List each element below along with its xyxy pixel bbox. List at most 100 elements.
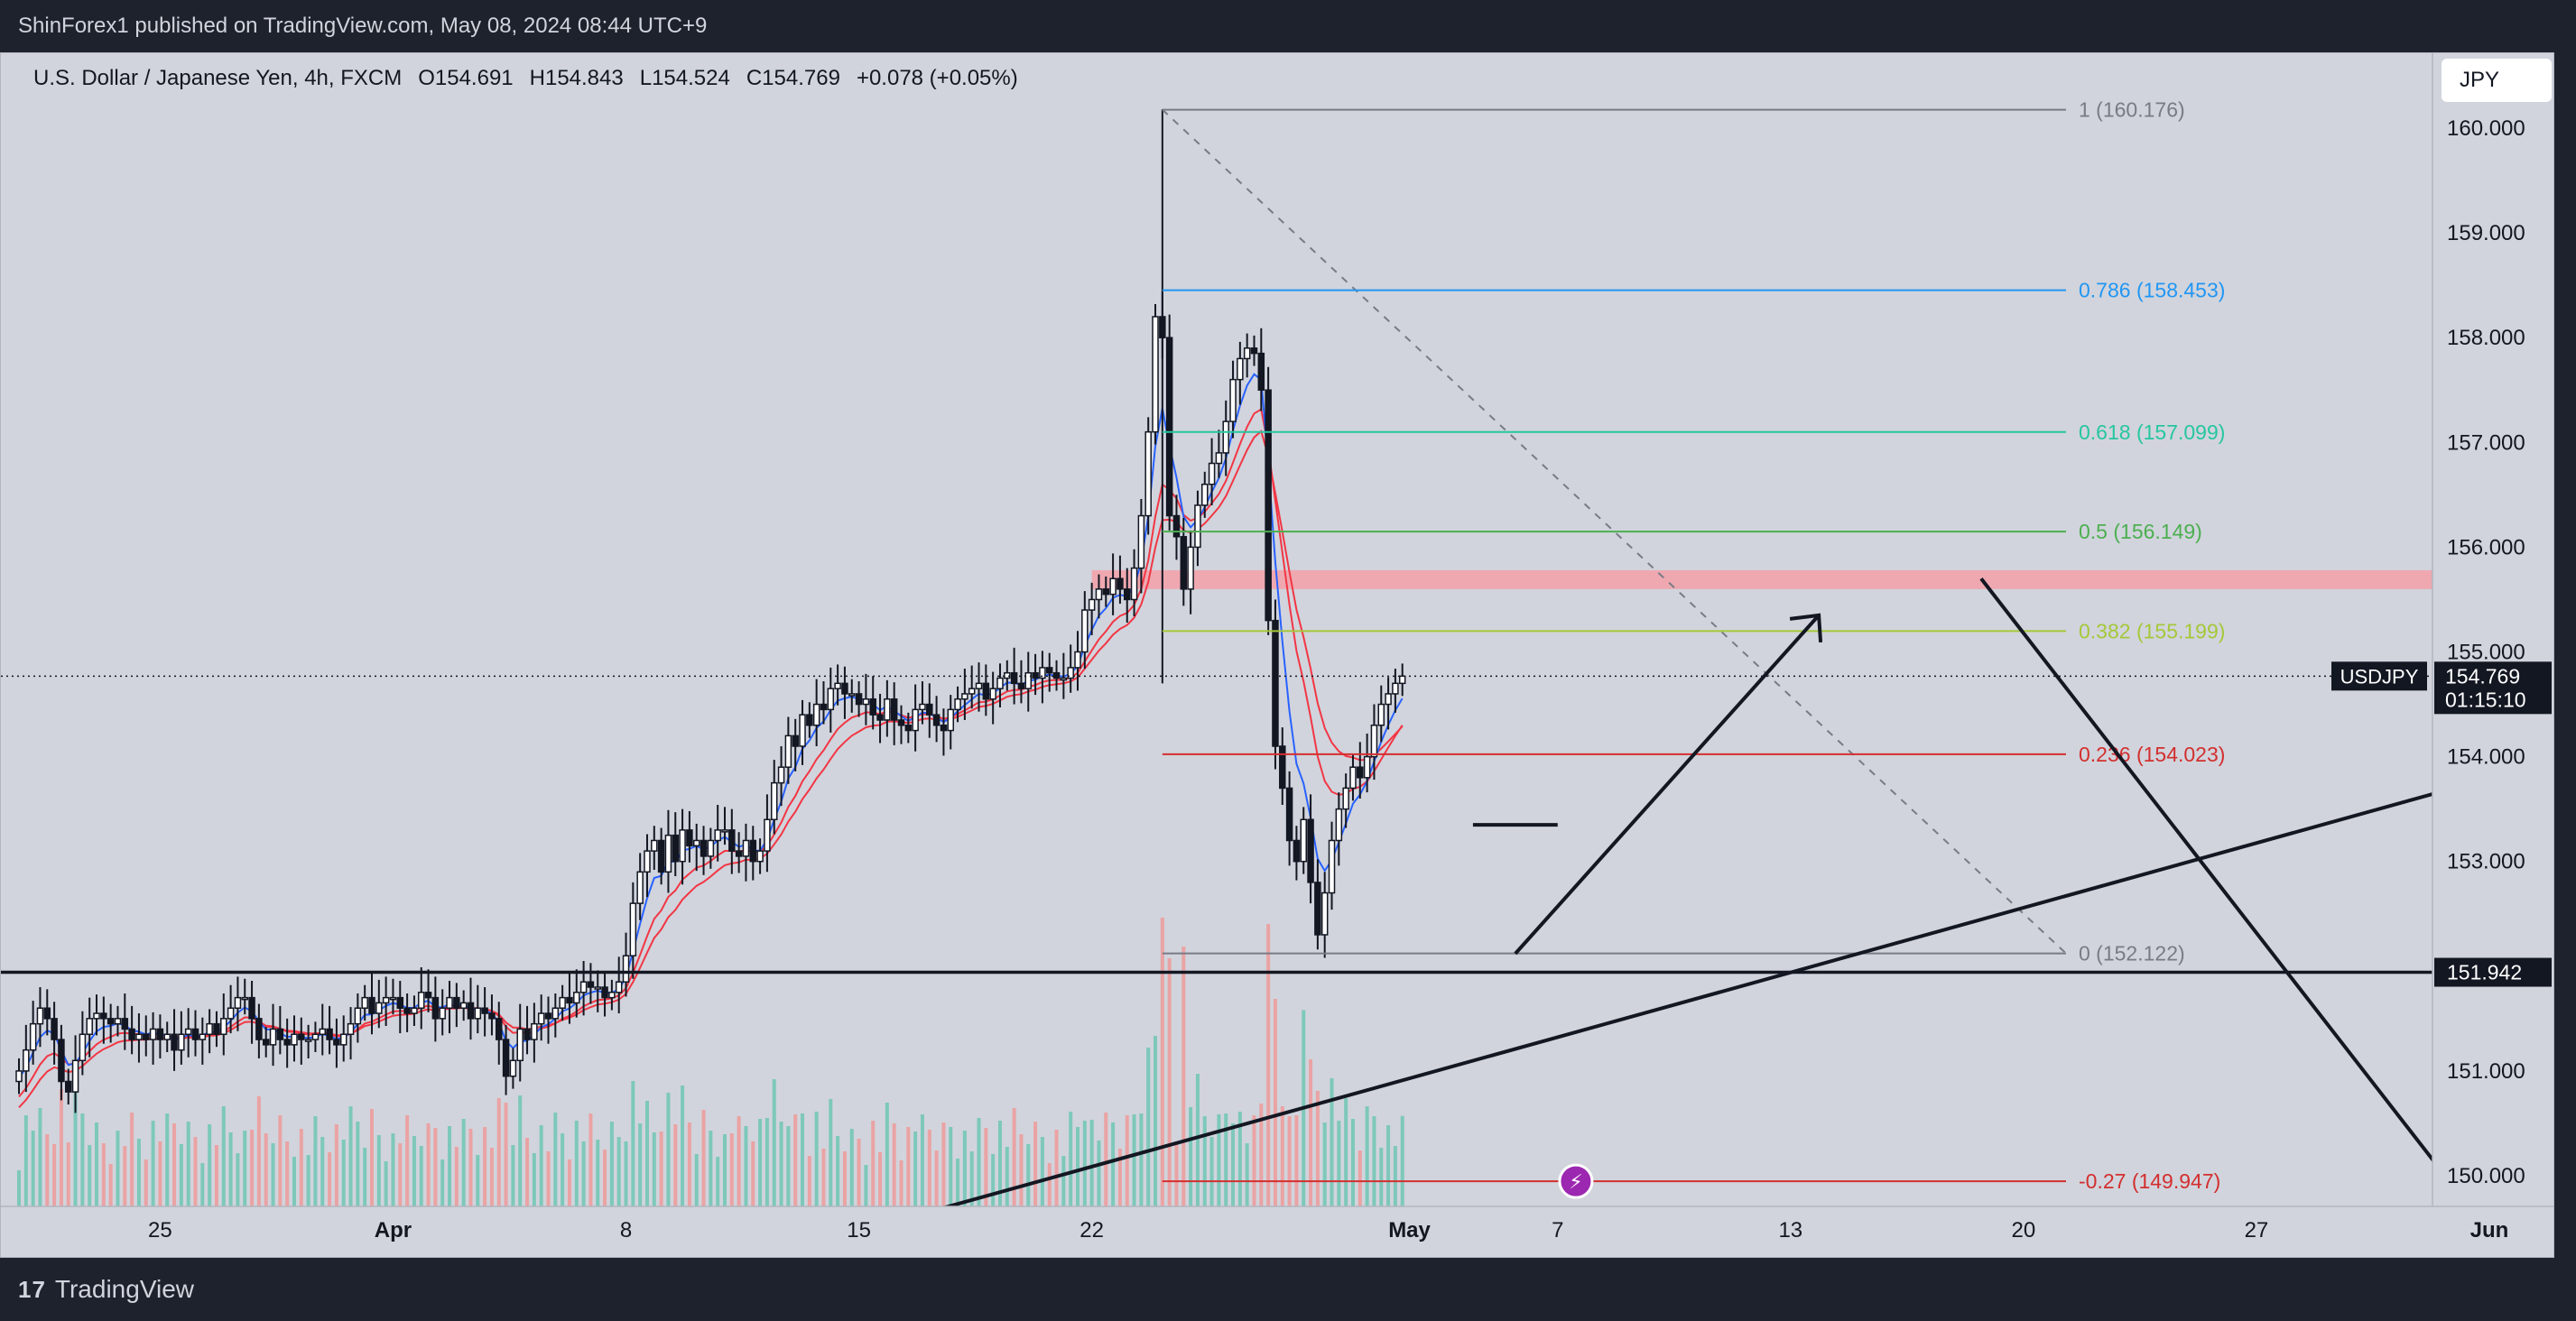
candle-body [1180,536,1188,590]
volume-bar [38,1108,42,1206]
volume-bar [878,1152,883,1206]
volume-bar [934,1150,939,1206]
volume-bar [66,1142,70,1206]
volume-bar [906,1127,911,1206]
tradingview-logo-icon[interactable]: 17 [18,1275,46,1303]
candle-body [812,703,820,726]
volume-bar [567,1159,571,1206]
chart-frame[interactable]: 1 (160.176) 0.786 (158.453) 0.618 (157.099… [0,52,2554,1258]
plot-area: 1 (160.176) 0.786 (158.453) 0.618 (157.099… [1,98,2432,1206]
volume-bar [737,1116,741,1206]
candle-body [573,992,580,1004]
volume-bar [328,1152,332,1206]
candle-body [36,1007,44,1025]
candle-body [1067,667,1074,679]
publisher-bar: ShinForex1 published on TradingView.com,… [0,0,2576,52]
currency-button[interactable]: JPY [2442,59,2552,102]
volume-bar [616,1137,621,1206]
candle-body [1398,675,1406,685]
volume-bar [1322,1122,1327,1206]
volume-bar [278,1115,283,1206]
candle-body [1152,316,1159,433]
candle-body [954,697,961,711]
time-tick-label: 25 [148,1218,172,1242]
candle-body [248,996,255,1020]
volume-bar [1097,1141,1101,1206]
legend-symbol: U.S. Dollar / Japanese Yen, 4h, FXCM [33,66,403,90]
candle-body [664,834,672,873]
candle-body [1300,818,1307,863]
volume-bar [52,1144,57,1206]
candle-body [961,693,968,700]
volume-bar [489,1148,494,1206]
candle-body [1357,766,1364,779]
volume-bar [532,1153,536,1206]
candle-body [834,682,841,689]
candle-body [1194,504,1201,549]
volume-bar [666,1093,671,1206]
volume-bar [504,1103,508,1206]
candle-body [587,981,595,988]
volume-bar [581,1141,586,1206]
candle-body [777,766,785,784]
candle-body [269,1028,277,1046]
candle-body [869,697,876,716]
volume-bar [764,1118,769,1206]
volume-bar [1076,1127,1080,1206]
candle-body [1109,577,1117,596]
currency-label: JPY [2460,68,2500,92]
candle-body [657,839,665,873]
rising-trendline [941,791,2432,1206]
volume-bar [1259,1104,1264,1206]
symbol-legend: U.S. Dollar / Japanese Yen, 4h, FXCM O15… [33,66,1018,91]
fib-level-label: 0.786 (158.453) [2079,279,2225,302]
volume-bar [871,1121,876,1206]
volume-bar [1372,1116,1376,1206]
volume-bar [299,1129,303,1206]
volume-bar [130,1113,134,1206]
volume-bar [23,1115,28,1206]
candle-body [439,1007,446,1020]
legend-high: H154.843 [529,66,624,90]
fib-level-label: 0.236 (154.023) [2079,743,2225,766]
volume-bar [1054,1130,1059,1206]
price-chart[interactable]: 1 (160.176) 0.786 (158.453) 0.618 (157.099… [1,53,2553,1257]
volume-bar [857,1139,861,1206]
volume-bar [419,1146,423,1206]
candle-body [1320,891,1329,936]
candle-body [347,1022,355,1036]
candle-body [700,839,708,857]
candle-body [311,1033,320,1040]
volume-bar [1273,999,1277,1206]
volume-bar [518,1095,523,1206]
candle-body [213,1022,220,1036]
volume-bar [285,1141,290,1206]
volume-bar [885,1103,889,1206]
volume-bar [1294,1115,1299,1206]
candle-body [382,996,390,1004]
volume-bar [1209,1137,1214,1206]
volume-bar [977,1118,981,1206]
footer-brand[interactable]: TradingView [54,1275,195,1303]
candle-body [431,996,440,1020]
candle-body [100,1012,107,1020]
volume-bar [1202,1116,1207,1206]
candle-body [862,697,870,706]
volume-bar [1309,1059,1313,1206]
volume-bar [807,1156,811,1206]
candle-body [58,1039,65,1083]
candle-body [417,992,425,1009]
time-tick-label: 27 [2245,1218,2269,1242]
candle-body [799,714,806,747]
candle-body [672,834,680,863]
volume-bar [179,1144,183,1206]
candle-body [488,1012,496,1020]
candle-body [1060,677,1068,681]
alert-marker-icon [1558,1163,1594,1199]
candle-body [1285,787,1293,842]
candle-body [1201,483,1209,506]
candle-body [43,1007,51,1020]
arrow-head [1789,613,1823,642]
volume-bar [1061,1156,1066,1206]
candle-body [524,1028,531,1040]
